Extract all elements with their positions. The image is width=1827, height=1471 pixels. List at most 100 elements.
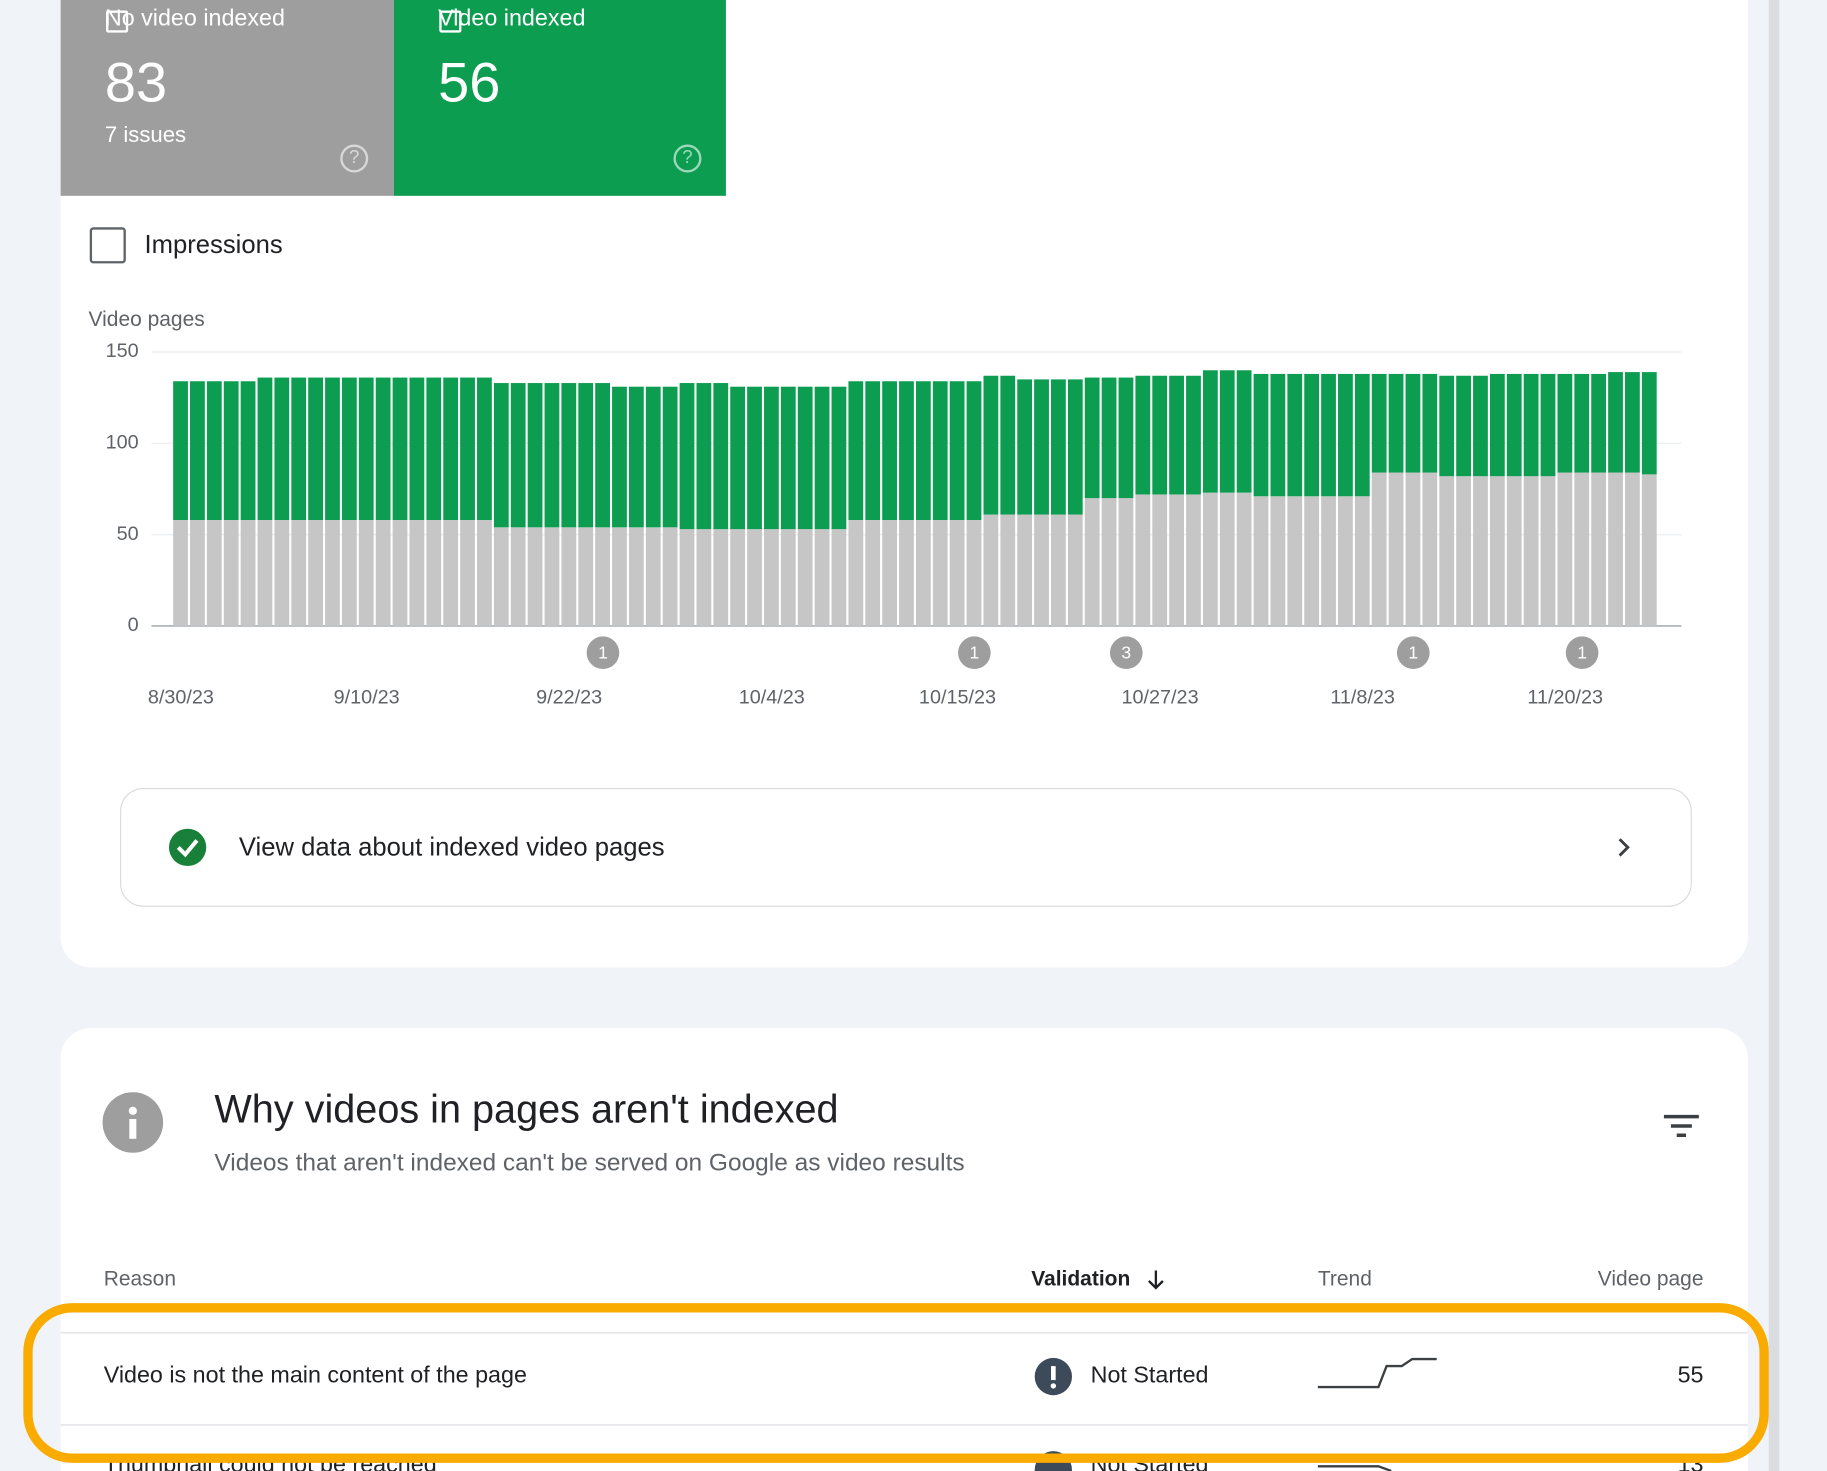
bar-segment [443,520,459,626]
annotation-marker[interactable] [1565,636,1599,670]
issues-title: Why videos in pages aren't indexed [214,1087,839,1132]
bar-segment [190,381,205,521]
bar-segment [797,529,813,626]
bar-segment [1101,498,1117,626]
bar-segment [1017,379,1033,515]
bar-segment [308,520,323,626]
impressions-label[interactable]: Impressions [144,229,283,259]
bar-segment [1051,514,1066,626]
bar-segment [409,520,425,626]
bar-segment [1202,492,1218,626]
bar-segment [257,520,273,626]
bar-segment [375,377,391,521]
bar-segment [662,527,678,626]
bar-segment [848,520,864,626]
bar-segment [730,386,746,530]
bar-segment [375,520,391,626]
issues-card [60,1028,1748,1471]
bar-segment [1000,375,1016,515]
issues-subtitle: Videos that aren't indexed can't be serv… [214,1149,965,1177]
filter-icon[interactable] [1662,1112,1702,1142]
row-divider [60,1424,1748,1426]
bar-segment [1186,375,1201,495]
bar-segment [747,529,762,626]
bar-segment [291,520,307,626]
bar-segment [544,383,560,528]
bar-segment [882,381,897,521]
bar-segment [1169,375,1184,495]
bar-segment [966,520,982,626]
tile-not-indexed[interactable]: No video indexed 83 7 issues ? [60,0,394,196]
bar-segment [325,520,340,626]
bar-segment [308,377,323,521]
bar-segment [190,520,205,626]
highlight [23,1303,1769,1463]
bar-segment [915,520,931,626]
bar-segment [1236,492,1252,626]
annotation-marker[interactable] [958,636,991,670]
annotation-label: 1 [969,643,979,663]
bar-segment [1473,375,1488,477]
bar-segment [510,527,526,626]
bar-segment [1422,373,1438,473]
bar-segment [1557,472,1573,626]
bar-segment [392,520,408,626]
bar-segment [1506,373,1522,477]
x-tick-label: 10/4/23 [739,686,805,708]
bar-segment [223,381,239,521]
tile-indexed[interactable]: Video indexed 56 ? [393,0,726,196]
bar-segment [1591,373,1607,473]
bar-segment [291,377,307,521]
annotation-marker[interactable] [586,636,620,670]
y-tick-label: 100 [106,432,139,454]
annotation-marker[interactable] [1396,636,1430,670]
bar-segment [1608,372,1623,473]
chevron [1618,838,1630,857]
bar-segment [1473,476,1488,626]
bar-segment [1067,514,1083,626]
checkbox[interactable] [439,10,462,33]
bar-segment [426,520,442,626]
help-icon[interactable]: ? [673,144,702,173]
x-tick-label: 11/8/23 [1330,686,1395,708]
tile-note: 7 issues [104,123,187,149]
help-icon[interactable]: ? [340,144,369,173]
bar-segment [1523,476,1539,626]
bar-segment [983,514,999,626]
bar-segment [696,529,712,626]
bar-segment [679,383,695,530]
bar-segment [1304,496,1320,626]
annotation-label: 1 [598,643,608,663]
bar-segment [223,520,239,626]
column-header: Reason [103,1267,176,1291]
bar-segment [1523,373,1539,477]
checkbox[interactable] [106,10,129,33]
bar-segment [1135,494,1151,626]
annotation-marker[interactable] [1109,636,1143,670]
reason[interactable]: Video is not the main content of the pag… [103,1362,527,1389]
bar-segment [1152,494,1168,626]
column-header[interactable]: Validation [1031,1267,1131,1291]
bar-segment [358,377,374,521]
bar-segment [460,520,475,626]
impressions-checkbox[interactable] [89,227,126,264]
bar-segment [899,381,914,521]
bar-segment [713,529,729,626]
x-tick-label: 8/30/23 [148,686,214,708]
bar-segment [1574,373,1590,473]
bar-segment [1219,492,1235,626]
info-icon [102,1092,164,1153]
scrollbar[interactable] [1768,0,1780,1471]
bar-segment [274,377,290,521]
tile-label: Video indexed [438,5,586,32]
bar-segment [1270,496,1286,626]
y-tick-label: 50 [117,523,139,545]
bar-segment [679,529,695,626]
bar-segment [1371,373,1387,473]
indexed-link[interactable]: View data about indexed video pages [120,787,1692,907]
bar-segment [899,520,914,626]
bar-segment [1253,373,1269,497]
bar-segment [1034,379,1049,515]
bar-segment [1388,373,1404,473]
bar-segment [1017,514,1033,626]
